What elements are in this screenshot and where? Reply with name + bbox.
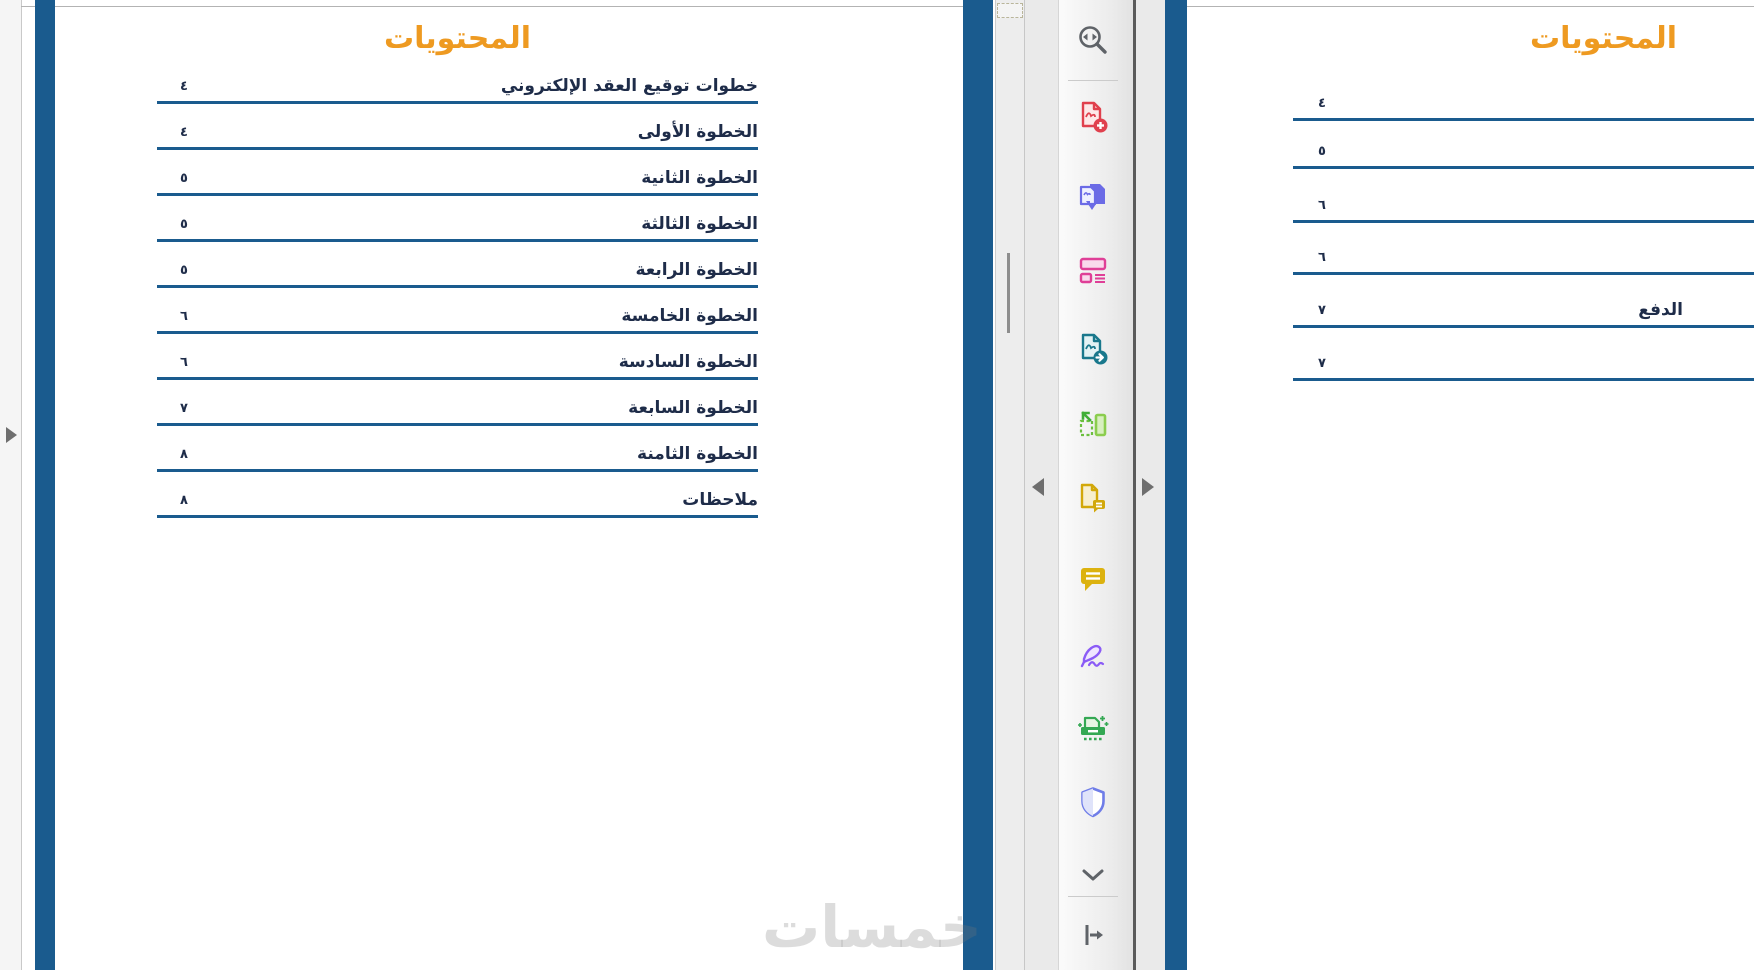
toc-page-number: ٧ [1318,303,1326,318]
scan-ocr-icon[interactable] [1076,713,1110,747]
toc-row[interactable]: ٥ الخطوة الرابعة [157,257,758,288]
toc-entry-label: الخطوة السابعة [628,398,758,418]
toc-page-number: ٤ [180,79,188,94]
toc-row[interactable]: ٤ خطوات توقيع العقد الإلكتروني [157,73,758,104]
organize-pages-icon[interactable] [1076,253,1110,287]
left-page-title: المحتويات [383,21,531,56]
toc-row[interactable]: ٦ الخطوة الخامسة [157,303,758,334]
toc-rule-line [157,101,758,104]
toc-row[interactable]: ٥ [1293,138,1754,169]
expand-toolpanel-right-arrow-icon[interactable] [1142,478,1154,496]
toc-page-number: ٥ [180,217,188,232]
toc-entry-label: الخطوة الخامسة [621,306,758,326]
toc-page-number: ٥ [180,263,188,278]
vertical-scrollbar[interactable] [995,0,1026,970]
toc-page-number: ٦ [180,355,188,370]
toc-row[interactable]: ٧ الدفع [1293,297,1754,328]
toc-page-number: ٦ [180,309,188,324]
toc-page-number: ٤ [1318,96,1326,111]
toc-row[interactable]: ٤ الخطوة الأولى [157,119,758,150]
fill-and-sign-icon[interactable] [1076,638,1110,672]
left-page-right-border [963,0,993,970]
toc-page-number: ٧ [1318,356,1326,371]
toc-rule-line [1293,118,1754,121]
export-pdf-icon[interactable] [1076,332,1110,366]
toc-rule-line [1293,166,1754,169]
toc-page-number: ٦ [1318,250,1326,265]
toc-page-number: ٦ [1318,198,1326,213]
toc-page-number: ٥ [180,171,188,186]
toc-rule-line [157,423,758,426]
combine-annotate-icon[interactable] [1076,481,1110,515]
toc-entry-label: الخطوة الأولى [637,122,758,142]
toc-row[interactable]: ٦ [1293,244,1754,275]
toolbar-separator [1068,896,1118,897]
scrollbar-thumb[interactable] [1007,253,1010,333]
scrollbar-top-button[interactable] [997,3,1023,18]
left-page-top-edge [21,6,963,7]
toc-rule-line [157,239,758,242]
toc-rule-line [157,331,758,334]
toc-entry-label: الدفع [1638,300,1683,320]
toc-row[interactable]: ٦ الخطوة السادسة [157,349,758,380]
toc-row[interactable]: ٥ الخطوة الثانية [157,165,758,196]
right-page-title: المحتويات [1529,21,1677,56]
more-tools-chevron-icon[interactable] [1076,864,1110,886]
toc-rule-line [1293,378,1754,381]
toc-entry-label: الخطوة السادسة [618,352,758,372]
toc-entry-label: ملاحظات [682,490,758,510]
toc-rule-line [157,377,758,380]
protect-icon[interactable] [1076,785,1110,819]
toolbar-separator [1068,80,1118,81]
create-pdf-icon[interactable] [1076,100,1110,134]
toc-rule-line [157,193,758,196]
toc-rule-line [157,515,758,518]
toc-rule-line [157,469,758,472]
left-page-left-border [35,0,55,970]
left-panel-strip [0,0,22,970]
toc-rule-line [1293,325,1754,328]
toc-page-number: ٧ [180,401,188,416]
toc-row[interactable]: ٦ [1293,192,1754,223]
toc-page-number: ٥ [1318,144,1326,159]
convert-pdf-icon[interactable] [1076,179,1110,213]
toc-entry-label: الخطوة الثانية [641,168,758,188]
toc-rule-line [157,285,758,288]
toc-row[interactable]: ٨ ملاحظات [157,487,758,518]
left-toc: ٤ خطوات توقيع العقد الإلكتروني ٤ الخطوة الأ… [157,0,758,970]
collapse-panel-icon[interactable] [1076,918,1110,952]
toc-row[interactable]: ٥ الخطوة الثالثة [157,211,758,242]
toc-row[interactable]: ٧ [1293,350,1754,381]
expand-left-panel-arrow-icon[interactable] [6,427,17,443]
toc-page-number: ٨ [180,493,188,508]
right-toc: ٤ ٥ ٦ ٦ ٧ الدفع ٧ [1293,0,1754,970]
khamsat-watermark: خمسات [762,893,982,961]
right-page-top-edge [1187,6,1754,7]
toc-page-number: ٤ [180,125,188,140]
toc-entry-label: الخطوة الثامنة [637,444,758,464]
marquee-zoom-icon[interactable] [1076,24,1110,58]
toc-row[interactable]: ٤ [1293,90,1754,121]
toc-row[interactable]: ٧ الخطوة السابعة [157,395,758,426]
collapse-toolpanel-left-arrow-icon[interactable] [1032,478,1044,496]
toc-rule-line [157,147,758,150]
crop-pages-icon[interactable] [1076,408,1110,442]
comment-icon[interactable] [1076,561,1110,595]
toc-entry-label: خطوات توقيع العقد الإلكتروني [500,76,758,96]
toc-entry-label: الخطوة الرابعة [635,260,758,280]
toc-row[interactable]: ٨ الخطوة الثامنة [157,441,758,472]
toc-entry-label: الخطوة الثالثة [641,214,758,234]
right-page-left-border [1165,0,1187,970]
toc-rule-line [1293,272,1754,275]
toc-rule-line [1293,220,1754,223]
toc-page-number: ٨ [180,447,188,462]
